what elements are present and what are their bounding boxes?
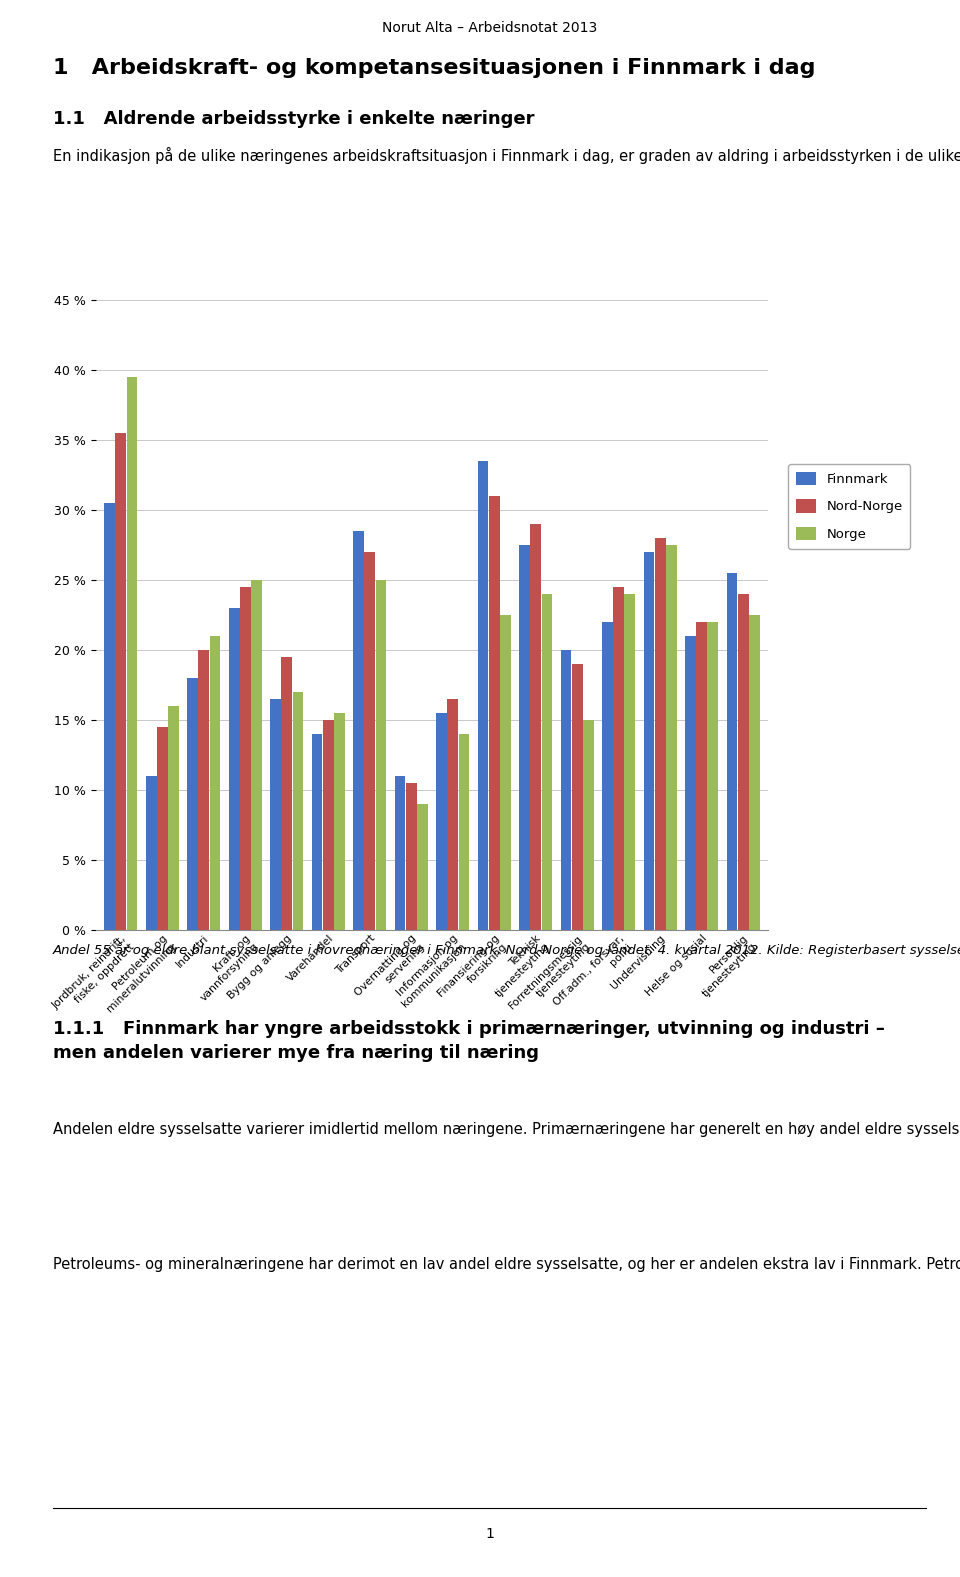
Bar — [187, 678, 198, 930]
Text: Andelen eldre sysselsatte varierer imidlertid mellom næringene. Primærnæringene : Andelen eldre sysselsatte varierer imidl… — [53, 1120, 960, 1137]
Bar — [655, 538, 665, 930]
Bar — [541, 595, 552, 930]
Bar — [115, 432, 127, 930]
Text: 1.1   Aldrende arbeidsstyrke i enkelte næringer: 1.1 Aldrende arbeidsstyrke i enkelte nær… — [53, 110, 535, 128]
Bar — [293, 692, 303, 930]
Text: 1   Arbeidskraft- og kompetansesituasjonen i Finnmark i dag: 1 Arbeidskraft- og kompetansesituasjonen… — [53, 58, 815, 77]
Bar — [478, 460, 489, 930]
Bar — [530, 524, 541, 930]
Bar — [334, 713, 345, 930]
Bar — [500, 615, 511, 930]
Bar — [727, 572, 737, 930]
Bar — [395, 776, 405, 930]
Bar — [281, 658, 292, 930]
Text: Petroleums- og mineralnæringene har derimot en lav andel eldre sysselsatte, og h: Petroleums- og mineralnæringene har deri… — [53, 1257, 960, 1273]
Bar — [436, 713, 447, 930]
Bar — [737, 595, 749, 930]
Bar — [375, 580, 386, 930]
Bar — [417, 804, 428, 930]
Bar — [447, 699, 458, 930]
Bar — [685, 636, 696, 930]
Bar — [353, 531, 364, 930]
Bar — [157, 727, 168, 930]
Bar — [749, 615, 759, 930]
Bar — [643, 552, 655, 930]
Bar — [270, 699, 281, 930]
Bar — [365, 552, 375, 930]
Bar — [602, 621, 612, 930]
Bar — [146, 776, 156, 930]
Text: Norut Alta – Arbeidsnotat 2013: Norut Alta – Arbeidsnotat 2013 — [382, 22, 597, 35]
Bar — [519, 546, 530, 930]
Bar — [489, 495, 499, 930]
Text: En indikasjon på de ulike næringenes arbeidskraftsituasjon i Finnmark i dag, er : En indikasjon på de ulike næringenes arb… — [53, 147, 960, 164]
Text: Andel 55 år og eldre blant sysselsatte i hovrednæringer i Finnmark, Nord-Norge o: Andel 55 år og eldre blant sysselsatte i… — [53, 943, 960, 957]
Bar — [199, 650, 209, 930]
Bar — [105, 503, 115, 930]
Bar — [168, 706, 179, 930]
Text: 1.1.1   Finnmark har yngre arbeidsstokk i primærnæringer, utvinning og industri : 1.1.1 Finnmark har yngre arbeidsstokk i … — [53, 1020, 885, 1061]
Bar — [459, 735, 469, 930]
Legend: Finnmark, Nord-Norge, Norge: Finnmark, Nord-Norge, Norge — [788, 464, 910, 549]
Bar — [624, 595, 636, 930]
Bar — [613, 587, 624, 930]
Text: 1: 1 — [485, 1527, 494, 1541]
Bar — [572, 664, 583, 930]
Bar — [406, 784, 417, 930]
Bar — [666, 546, 677, 930]
Bar — [561, 650, 571, 930]
Bar — [209, 636, 221, 930]
Bar — [252, 580, 262, 930]
Bar — [240, 587, 251, 930]
Bar — [312, 735, 323, 930]
Bar — [583, 721, 594, 930]
Bar — [228, 609, 240, 930]
Bar — [708, 621, 718, 930]
Bar — [323, 721, 334, 930]
Bar — [127, 377, 137, 930]
Bar — [696, 621, 707, 930]
